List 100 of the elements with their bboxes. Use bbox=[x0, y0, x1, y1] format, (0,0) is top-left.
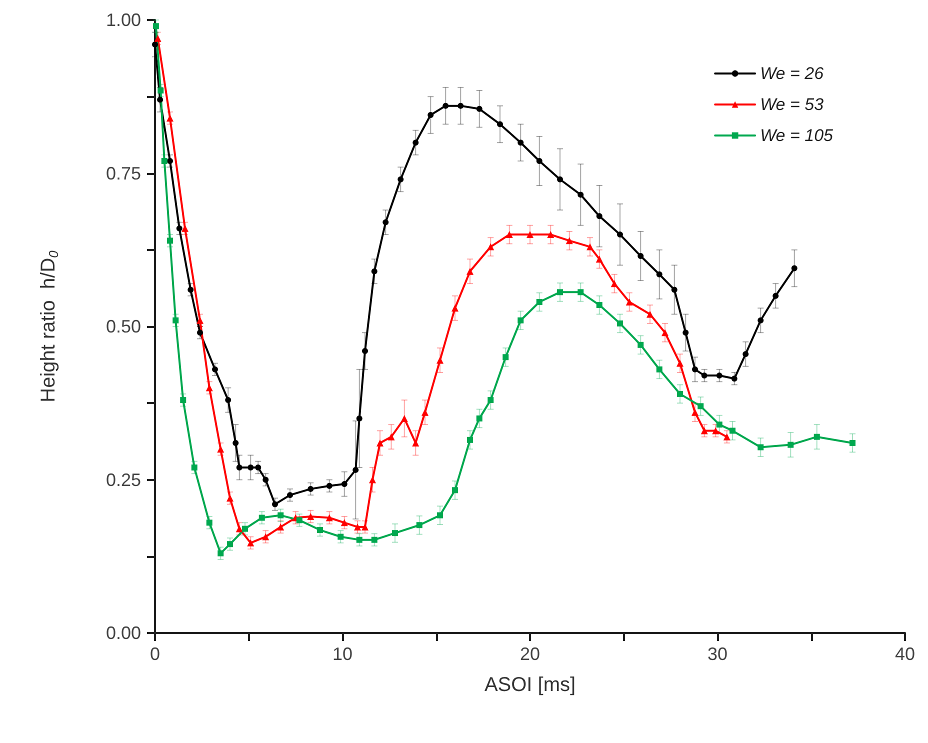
point bbox=[638, 342, 644, 348]
point bbox=[716, 422, 722, 428]
point bbox=[596, 213, 602, 220]
point bbox=[217, 446, 224, 453]
point bbox=[772, 292, 779, 299]
point bbox=[341, 481, 348, 488]
point bbox=[422, 408, 428, 416]
point bbox=[814, 434, 820, 440]
x-tick-label: 0 bbox=[150, 644, 160, 664]
point bbox=[487, 243, 494, 250]
point bbox=[272, 501, 278, 508]
point bbox=[326, 514, 333, 522]
point bbox=[167, 238, 173, 244]
point bbox=[225, 397, 232, 404]
point bbox=[172, 317, 179, 324]
point bbox=[362, 348, 368, 354]
point bbox=[466, 268, 474, 275]
x-tick-label: 40 bbox=[894, 644, 916, 664]
point bbox=[212, 366, 218, 372]
point bbox=[596, 256, 603, 263]
point bbox=[692, 366, 698, 372]
point bbox=[248, 464, 254, 470]
point bbox=[258, 514, 265, 521]
point bbox=[340, 519, 348, 526]
point bbox=[596, 302, 602, 308]
point bbox=[197, 330, 203, 336]
point bbox=[371, 536, 378, 543]
point bbox=[676, 360, 684, 367]
point bbox=[617, 320, 623, 326]
legend-label: We = 105 bbox=[760, 126, 834, 145]
point bbox=[369, 476, 376, 484]
point bbox=[488, 397, 494, 404]
point bbox=[610, 280, 618, 288]
point bbox=[791, 265, 798, 272]
y-axis-title: Height ratio h/D0 bbox=[38, 250, 61, 402]
point bbox=[497, 121, 503, 128]
point bbox=[536, 298, 542, 305]
point bbox=[188, 286, 194, 293]
point bbox=[452, 487, 458, 494]
point bbox=[557, 176, 563, 182]
point bbox=[436, 356, 444, 364]
point bbox=[536, 158, 542, 164]
point bbox=[850, 440, 856, 446]
point bbox=[452, 304, 458, 312]
point bbox=[356, 536, 362, 543]
point bbox=[742, 351, 749, 358]
point bbox=[476, 106, 482, 112]
point bbox=[758, 444, 764, 450]
point bbox=[154, 34, 162, 42]
point bbox=[671, 286, 678, 293]
point bbox=[698, 403, 704, 410]
point bbox=[226, 494, 234, 502]
point bbox=[400, 414, 408, 422]
point bbox=[236, 464, 242, 470]
point bbox=[247, 539, 254, 546]
point bbox=[242, 526, 248, 532]
point bbox=[788, 442, 794, 448]
point bbox=[161, 158, 168, 164]
point bbox=[526, 231, 534, 238]
point bbox=[716, 372, 722, 379]
point bbox=[255, 464, 262, 470]
y-tick-label: 0.00 bbox=[106, 623, 141, 643]
point bbox=[626, 298, 633, 306]
point bbox=[502, 354, 509, 360]
point bbox=[458, 102, 464, 109]
point bbox=[236, 525, 243, 532]
point bbox=[723, 433, 730, 440]
point bbox=[412, 439, 420, 446]
point bbox=[227, 541, 233, 548]
point bbox=[218, 550, 224, 556]
point bbox=[388, 433, 395, 440]
point bbox=[646, 310, 654, 318]
point bbox=[398, 176, 404, 182]
point bbox=[586, 243, 594, 250]
x-tick-label: 30 bbox=[707, 644, 728, 664]
point bbox=[412, 140, 419, 146]
point bbox=[262, 533, 270, 540]
point bbox=[152, 42, 158, 48]
point bbox=[356, 415, 362, 422]
point bbox=[638, 253, 644, 260]
point bbox=[152, 23, 159, 30]
point bbox=[712, 427, 720, 434]
point bbox=[656, 271, 662, 278]
point bbox=[296, 517, 302, 524]
point bbox=[701, 372, 708, 379]
y-tick-label: 0.50 bbox=[106, 316, 141, 336]
point bbox=[338, 534, 344, 540]
point bbox=[167, 158, 173, 164]
point bbox=[376, 439, 384, 446]
point bbox=[352, 466, 359, 473]
point bbox=[518, 140, 524, 146]
point bbox=[682, 330, 689, 336]
point bbox=[326, 482, 332, 489]
point bbox=[308, 486, 314, 492]
point bbox=[166, 114, 174, 122]
point bbox=[758, 317, 764, 324]
x-axis-title: ASOI [ms] bbox=[484, 674, 576, 696]
point bbox=[176, 225, 182, 232]
point bbox=[656, 366, 662, 372]
x-tick-label: 10 bbox=[332, 644, 353, 664]
